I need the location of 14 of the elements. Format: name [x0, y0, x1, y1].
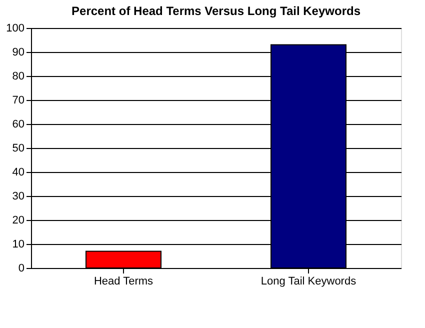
y-tick-label: 20 [12, 214, 24, 226]
y-tick-label: 60 [12, 118, 24, 130]
y-tick-label: 70 [12, 94, 24, 106]
x-tick-label: Head Terms [94, 276, 154, 288]
y-tick-label: 0 [18, 262, 24, 274]
y-tick-label: 30 [12, 190, 24, 202]
y-tick-label: 80 [12, 70, 24, 82]
y-tick-label: 90 [12, 46, 24, 58]
x-tick-label: Long Tail Keywords [260, 276, 357, 288]
y-tick-label: 50 [12, 142, 24, 154]
chart-title: Percent of Head Terms Versus Long Tail Keywords [72, 4, 361, 18]
y-tick-label: 40 [12, 166, 24, 178]
y-tick-label: 100 [6, 22, 24, 34]
y-tick-label: 10 [12, 238, 24, 250]
